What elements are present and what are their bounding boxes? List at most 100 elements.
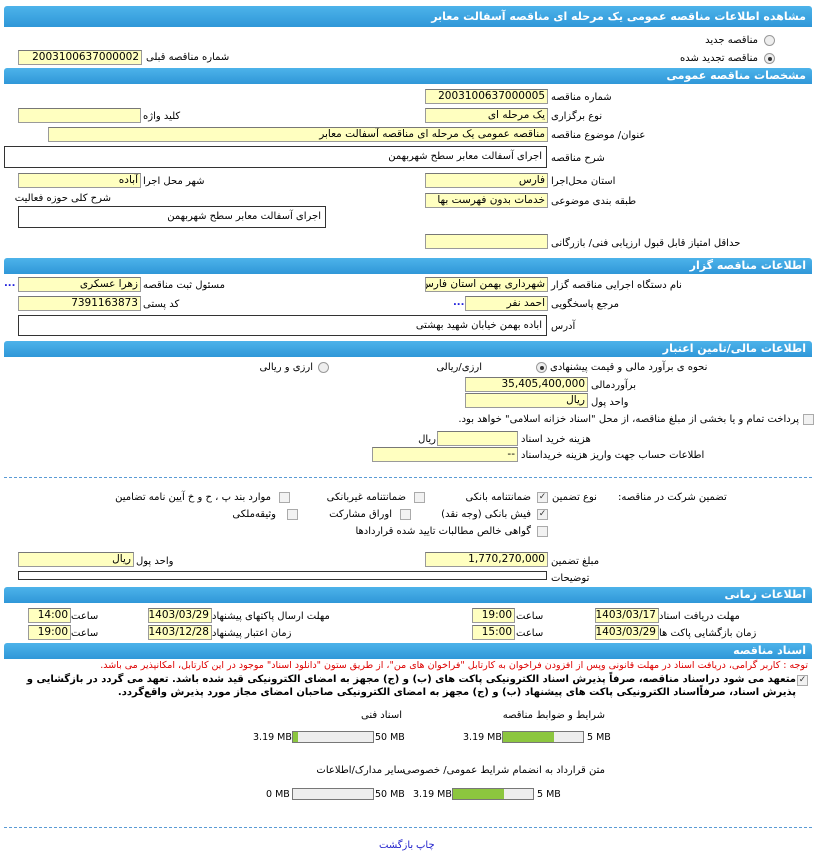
guarantee-amount-field[interactable]: 1,770,270,000 (425, 552, 548, 567)
time-label: ساعت (71, 628, 99, 639)
treasury-text: پرداخت تمام و یا بخشی از مبلغ مناقصه، از… (458, 414, 799, 425)
validity-time-field[interactable]: 19:00 (28, 625, 71, 640)
submit-time-field[interactable]: 14:00 (28, 608, 71, 623)
file-label: سایر مدارک/اطلاعات (316, 765, 405, 776)
guarantee-label: تضمین شرکت در مناقصه: (618, 492, 727, 503)
file-label: اسناد فنی (361, 710, 402, 721)
guarantee-type-label: نوع تضمین (552, 492, 597, 503)
receive-time-field[interactable]: 19:00 (472, 608, 515, 623)
guarantee-checkbox-cash[interactable]: ✓ (537, 509, 548, 520)
guarantee-checkbox-bank[interactable]: ✓ (537, 492, 548, 503)
tender-number-field[interactable]: 2003100637000005 (425, 89, 548, 104)
keyword-label: کلید واژه (143, 111, 181, 122)
file-progress-bar (292, 788, 374, 800)
page-title: مشاهده اطلاعات مناقصه عمومی یک مرحله ای … (4, 6, 812, 27)
address-label: آدرس (551, 321, 576, 332)
guarantee-amount-label: مبلغ تضمین (551, 556, 600, 567)
doc-fee-field[interactable] (437, 431, 518, 446)
file-max: 50 MB (375, 789, 405, 800)
province-field[interactable]: فارس (425, 173, 548, 188)
description-label: شرح مناقصه (551, 153, 605, 164)
address-field[interactable]: اباده بهمن خیابان شهید بهشتی (18, 315, 547, 336)
min-score-field[interactable] (425, 234, 548, 249)
print-link[interactable]: چاپ (416, 840, 435, 851)
category-field[interactable]: خدمات بدون فهرست بها (425, 193, 548, 208)
commitment-row: ✓ متعهد می شود دراسناد مناقصه، صرفاً پذی… (4, 673, 808, 699)
org-field[interactable]: شهرداری بهمن استان فارس (425, 277, 548, 292)
keyword-field[interactable] (18, 108, 141, 123)
section-finance: اطلاعات مالی/تامین اعتبار (4, 341, 812, 357)
currency-field[interactable]: ریال (465, 393, 588, 408)
commitment-checkbox[interactable]: ✓ (797, 675, 808, 686)
contact-more-link[interactable]: ... (453, 297, 465, 308)
open-date-field[interactable]: 1403/03/29 (595, 625, 659, 640)
estimate-field[interactable]: 35,405,400,000 (465, 377, 588, 392)
registrar-more-link[interactable]: ... (4, 278, 16, 289)
guarantee-option: اوراق مشارکت (329, 509, 392, 520)
guarantee-option: موارد بند پ ، ح و خ آیین نامه تضامین (115, 492, 271, 503)
documents-note: توجه : کاربر گرامی، دریافت اسناد در مهلت… (100, 660, 808, 671)
estimate-label: برآوردمالی (591, 380, 636, 391)
holding-type-label: نوع برگزاری (551, 111, 603, 122)
file-used: 3.19 MB (413, 789, 452, 800)
method-label: نحوه ی برآورد مالی و قیمت پیشنهادی (550, 362, 708, 373)
postal-label: کد پستی (143, 299, 180, 310)
divider (4, 827, 812, 828)
description-field[interactable]: اجرای آسفالت معابر سطح شهربهمن (4, 146, 547, 168)
activity-label: شرح کلی حوزه فعالیت (14, 193, 111, 204)
contact-field[interactable]: احمد نفر (465, 296, 548, 311)
registrar-label: مسئول ثبت مناقصه (143, 280, 225, 291)
min-score-label: حداقل امتیاز قابل قبول ارزیابی فنی/ بازر… (551, 238, 741, 249)
guarantee-checkbox-nonbank[interactable] (414, 492, 425, 503)
guarantee-checkbox-bonds[interactable] (400, 509, 411, 520)
contact-label: مرجع پاسخگویی (551, 299, 620, 310)
postal-field[interactable]: 7391163873 (18, 296, 141, 311)
time-label: ساعت (71, 611, 99, 622)
radio-new-tender[interactable] (764, 35, 775, 46)
time-label: ساعت (516, 611, 544, 622)
section-general: مشخصات مناقصه عمومی (4, 68, 812, 84)
registrar-field[interactable]: زهرا عسکری (18, 277, 141, 292)
radio-currency-and-rial[interactable] (318, 362, 329, 373)
file-label: شرایط و ضوابط مناقصه (502, 710, 605, 721)
guarantee-checkbox-property[interactable] (287, 509, 298, 520)
open-time-field[interactable]: 15:00 (472, 625, 515, 640)
notes-field[interactable] (18, 571, 547, 580)
rial-option-label: ارزی/ریالی (436, 362, 482, 373)
prev-number-field[interactable]: 2003100637000002 (18, 50, 142, 65)
renewed-tender-label: مناقصه تجدید شده (680, 53, 758, 64)
subject-field[interactable]: مناقصه عمومی یک مرحله ای مناقصه آسفالت م… (48, 127, 548, 142)
guarantee-checkbox-clauses[interactable] (279, 492, 290, 503)
file-used: 3.19 MB (463, 732, 502, 743)
account-field[interactable]: -- (372, 447, 518, 462)
province-label: استان محل‌اجرا (551, 176, 616, 187)
submit-date-field[interactable]: 1403/03/29 (148, 608, 212, 623)
file-progress-bar (452, 788, 534, 800)
file-progress-bar (502, 731, 584, 743)
city-field[interactable]: آباده (18, 173, 141, 188)
documents-body: توجه : کاربر گرامی، دریافت اسناد در مهلت… (4, 660, 808, 803)
back-link[interactable]: بازگشت (379, 840, 414, 851)
guarantee-option: وثیقه‌ملکی (232, 509, 276, 520)
guarantee-currency-field[interactable]: ریال (18, 552, 134, 567)
both-option-label: ارزی و ریالی (259, 362, 314, 373)
validity-date-field[interactable]: 1403/12/28 (148, 625, 212, 640)
radio-rial[interactable] (536, 362, 547, 373)
receive-date-field[interactable]: 1403/03/17 (595, 608, 659, 623)
guarantee-checkbox-claims[interactable] (537, 526, 548, 537)
guarantee-option: گواهی خالص مطالبات تایید شده قراردادها (355, 526, 531, 537)
holding-type-field[interactable]: یک مرحله ای (425, 108, 548, 123)
treasury-checkbox[interactable] (803, 414, 814, 425)
file-used: 3.19 MB (253, 732, 292, 743)
subject-label: عنوان/ موضوع مناقصه (551, 130, 646, 141)
section-documents: اسناد مناقصه (4, 643, 812, 659)
validity-label: زمان اعتبار پیشنهاد (212, 628, 292, 639)
activity-field[interactable]: اجرای آسفالت معابر سطح شهربهمن (18, 206, 326, 228)
radio-renewed-tender[interactable] (764, 53, 775, 64)
file-used: 0 MB (266, 789, 290, 800)
currency-label: واحد پول (591, 397, 629, 408)
category-label: طبقه بندی موضوعی (551, 196, 637, 207)
file-max: 5 MB (537, 789, 561, 800)
divider (4, 477, 812, 478)
